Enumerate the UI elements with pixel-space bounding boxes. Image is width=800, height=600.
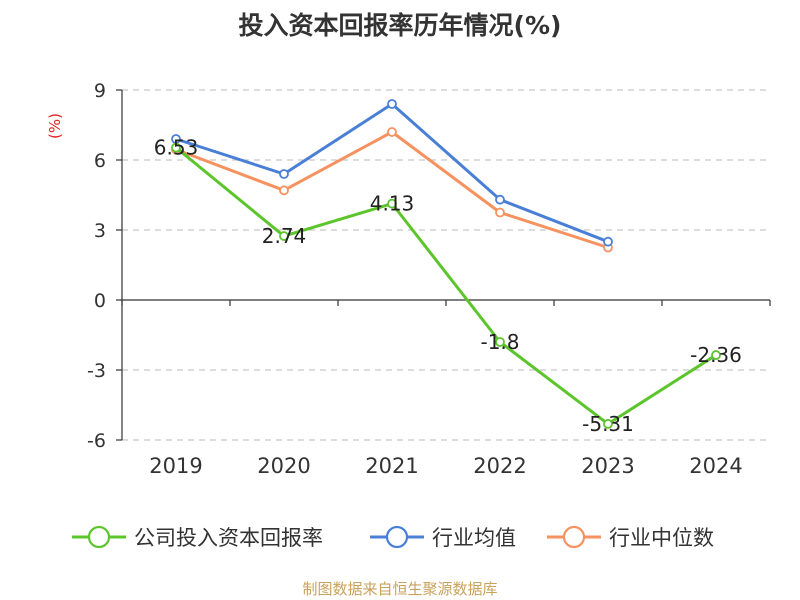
x-tick-label: 2023 xyxy=(581,454,634,478)
data-label: 6.53 xyxy=(154,136,199,160)
chart-title: 投入资本回报率历年情况(%) xyxy=(238,11,562,40)
data-point xyxy=(279,185,289,196)
series-1 xyxy=(171,99,613,247)
y-tick-label: 3 xyxy=(94,220,106,242)
data-point xyxy=(171,142,181,153)
y-tick-label: -3 xyxy=(87,360,106,382)
y-tick-label: 9 xyxy=(94,80,106,102)
data-point xyxy=(279,169,289,179)
data-point xyxy=(387,198,397,209)
y-tick-label: -6 xyxy=(87,430,106,452)
legend: 公司投入资本回报率 行业均值 行业中位数 xyxy=(72,525,714,550)
data-label: -2.36 xyxy=(690,343,742,367)
data-label-layer: 6.53 2.74 4.13 -1.8 -5.31 -2.36 xyxy=(154,136,742,436)
y-tick-label: 6 xyxy=(94,150,106,172)
data-label: -1.8 xyxy=(480,330,519,354)
axis-layer: 9 6 3 0 -3 -6 2019 2020 2021 2022 2023 2024 (%) xyxy=(46,80,771,478)
data-label: -5.31 xyxy=(582,412,634,436)
data-point xyxy=(279,231,289,241)
x-tick-label: 2019 xyxy=(149,454,202,478)
y-tick-label: 0 xyxy=(94,290,106,312)
series-line xyxy=(175,146,717,426)
y-unit-label: (%) xyxy=(46,113,64,139)
data-point xyxy=(495,194,505,205)
legend-item-1: 行业均值 xyxy=(370,525,516,550)
data-point xyxy=(603,236,613,247)
data-point xyxy=(711,350,721,360)
x-tick-label: 2022 xyxy=(473,454,526,478)
data-label: 2.74 xyxy=(262,224,307,248)
legend-label: 行业中位数 xyxy=(609,526,714,550)
legend-label: 行业均值 xyxy=(432,526,516,550)
data-point xyxy=(387,99,397,109)
x-tick-label: 2024 xyxy=(689,454,742,478)
legend-marker xyxy=(562,525,586,549)
x-tick-label: 2021 xyxy=(365,454,418,478)
series-layer xyxy=(171,99,721,429)
legend-label: 公司投入资本回报率 xyxy=(134,526,323,550)
data-point xyxy=(387,127,397,137)
data-point xyxy=(495,207,505,218)
series-2 xyxy=(171,127,613,253)
data-point xyxy=(603,418,613,429)
data-label: 4.13 xyxy=(370,192,415,216)
grid-layer xyxy=(122,89,770,441)
legend-marker xyxy=(87,525,111,549)
x-tick-label: 2020 xyxy=(257,454,310,478)
series-0 xyxy=(171,142,721,429)
source-note: 制图数据来自恒生聚源数据库 xyxy=(302,580,498,598)
legend-item-2: 行业中位数 xyxy=(547,525,714,550)
legend-marker xyxy=(385,525,409,549)
legend-item-0: 公司投入资本回报率 xyxy=(72,525,323,550)
data-point xyxy=(495,337,505,347)
